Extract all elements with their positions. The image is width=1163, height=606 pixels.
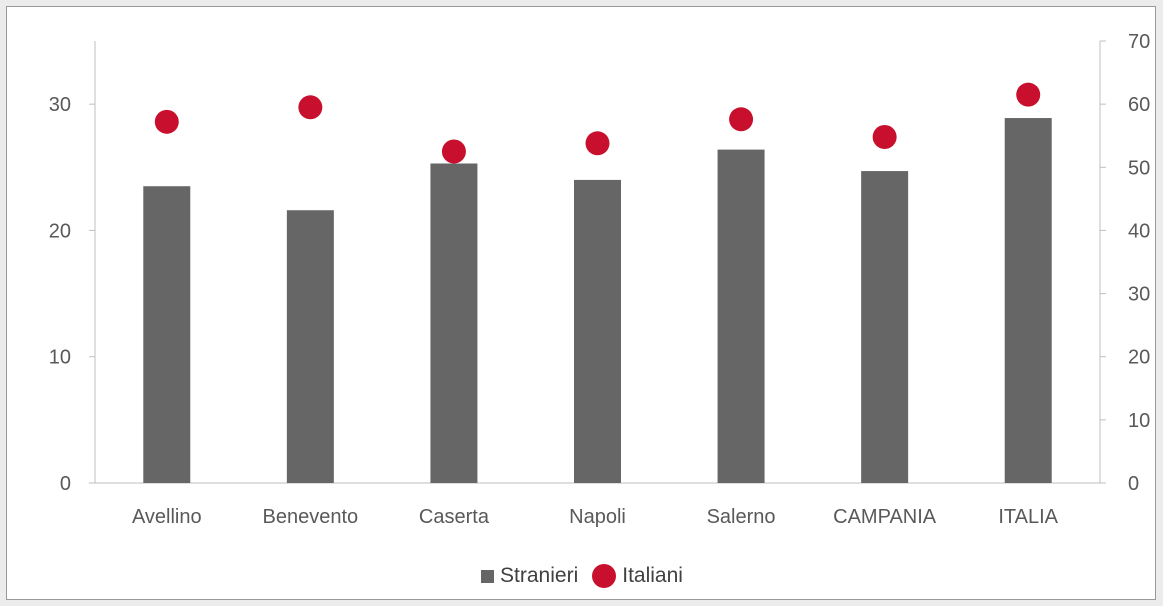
point-italiani — [873, 125, 897, 149]
point-italiani — [1016, 83, 1040, 107]
bar-stranieri — [718, 150, 765, 483]
y-right-tick-label: 10 — [1128, 410, 1150, 432]
x-tick-label: Napoli — [569, 506, 626, 528]
bar-stranieri — [1005, 118, 1052, 483]
y-right-tick-label: 60 — [1128, 94, 1150, 116]
y-right-tick-label: 20 — [1128, 347, 1150, 369]
legend-item-stranieri: Stranieri — [481, 564, 578, 588]
y-left-tick-label: 0 — [60, 473, 71, 495]
x-tick-label: CAMPANIA — [833, 506, 937, 528]
y-left-tick-label: 10 — [49, 347, 71, 369]
legend-swatch-stranieri — [481, 570, 494, 583]
y-right-tick-label: 70 — [1128, 31, 1150, 53]
bar-stranieri — [574, 180, 621, 483]
legend-label-stranieri: Stranieri — [500, 564, 578, 588]
x-tick-label: Salerno — [707, 506, 776, 528]
point-italiani — [586, 131, 610, 155]
y-left-tick-label: 20 — [49, 220, 71, 242]
point-italiani — [729, 107, 753, 131]
point-italiani — [298, 95, 322, 119]
legend-swatch-italiani — [592, 564, 616, 588]
legend-label-italiani: Italiani — [622, 564, 683, 588]
x-tick-label: Caserta — [419, 506, 490, 528]
point-italiani — [155, 110, 179, 134]
chart-svg: 0 10 20 30 0 10 20 30 40 50 60 70 Avellino Benevento C… — [7, 7, 1157, 601]
chart-frame: 0 10 20 30 0 10 20 30 40 50 60 70 Avellino Benevento C… — [6, 6, 1156, 600]
x-tick-label: Avellino — [132, 506, 202, 528]
y-left-tick-label: 30 — [49, 94, 71, 116]
x-tick-label: ITALIA — [998, 506, 1058, 528]
bar-stranieri — [861, 171, 908, 483]
bar-stranieri — [287, 210, 334, 483]
point-italiani — [442, 140, 466, 164]
bar-stranieri — [143, 186, 190, 483]
y-right-tick-label: 50 — [1128, 157, 1150, 179]
bar-stranieri — [430, 163, 477, 483]
y-right-tick-label: 40 — [1128, 220, 1150, 242]
y-right-tick-label: 30 — [1128, 284, 1150, 306]
x-tick-label: Benevento — [263, 506, 359, 528]
y-right-tick-label: 0 — [1128, 473, 1139, 495]
legend: Stranieri Italiani — [7, 564, 1157, 588]
legend-item-italiani: Italiani — [592, 564, 683, 588]
